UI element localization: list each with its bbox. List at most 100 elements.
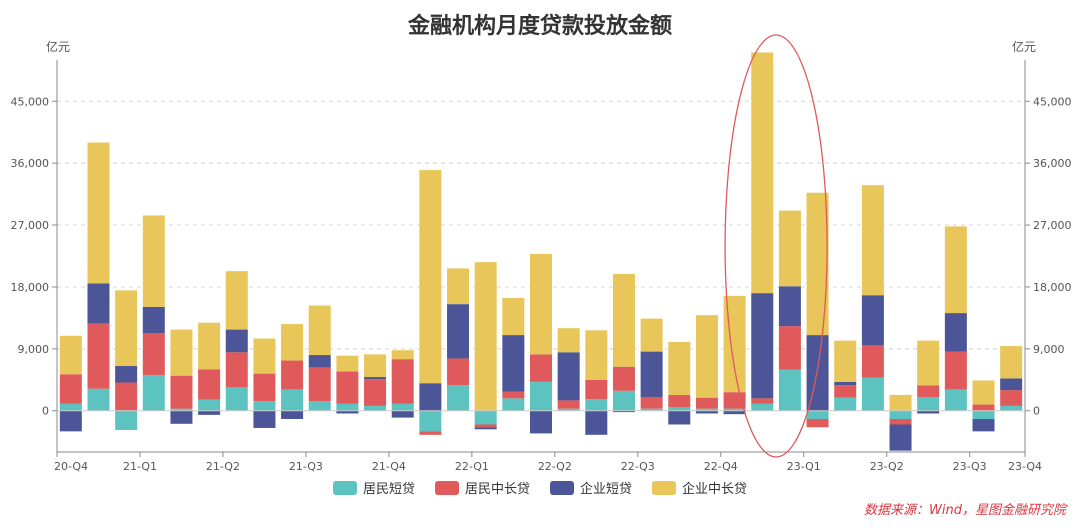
bar-segment bbox=[391, 410, 414, 418]
bar-segment bbox=[253, 373, 276, 402]
legend-label: 居民中长贷 bbox=[464, 482, 530, 497]
bar-segment bbox=[447, 268, 470, 305]
y-tick-label-right: 36,000 bbox=[1033, 157, 1072, 170]
bar-segment bbox=[281, 360, 304, 390]
bar-segment bbox=[834, 340, 857, 382]
bar-segment bbox=[142, 215, 165, 307]
x-tick-label: 22-Q2 bbox=[538, 460, 572, 473]
y-tick-label-right: 45,000 bbox=[1033, 95, 1072, 108]
bar-segment bbox=[115, 382, 138, 411]
bar-segment bbox=[640, 408, 663, 411]
bar-segment bbox=[281, 389, 304, 411]
bar-segment bbox=[944, 313, 967, 352]
x-tick-label: 23-Q3 bbox=[953, 460, 987, 473]
bar-segment bbox=[778, 286, 801, 327]
bar-segment bbox=[170, 329, 193, 376]
legend-item-resident-short[interactable]: 居民短贷 bbox=[332, 478, 415, 497]
bar-segment bbox=[391, 350, 414, 360]
bar-segment bbox=[502, 398, 525, 411]
bar-segment bbox=[806, 418, 829, 428]
bar-segment bbox=[87, 283, 110, 324]
highlight-ellipse bbox=[724, 34, 828, 458]
y-tick-label: 18,000 bbox=[11, 281, 50, 294]
bar-segment bbox=[861, 377, 884, 411]
bar-segment bbox=[612, 366, 635, 391]
bar-segment bbox=[225, 329, 248, 353]
bar-segment bbox=[751, 293, 774, 399]
bar-segment bbox=[142, 374, 165, 411]
bar-segment bbox=[336, 403, 359, 411]
bar-segment bbox=[889, 424, 912, 451]
legend-item-corporate-short[interactable]: 企业短贷 bbox=[550, 478, 632, 497]
bar-segment bbox=[281, 410, 304, 419]
bar-segment bbox=[447, 304, 470, 359]
legend-item-resident-long[interactable]: 居民中长贷 bbox=[434, 478, 530, 497]
bar-segment bbox=[861, 345, 884, 378]
bar-segment bbox=[253, 410, 276, 428]
bar-segment bbox=[778, 326, 801, 370]
bar-segment bbox=[778, 210, 801, 287]
bar-segment bbox=[87, 142, 110, 284]
bar-segment bbox=[59, 374, 82, 404]
bar-segment bbox=[364, 354, 387, 378]
bar-segment bbox=[336, 410, 359, 414]
bar-segment bbox=[530, 253, 552, 355]
bar-segment bbox=[668, 410, 691, 425]
bar-segment bbox=[723, 408, 746, 411]
bar-segment bbox=[612, 410, 635, 413]
bar-segment bbox=[806, 410, 829, 419]
x-tick-label: 22-Q1 bbox=[455, 460, 489, 473]
bar-segment bbox=[87, 323, 110, 389]
legend: 居民短贷 居民中长贷 企业短贷 企业中长贷 bbox=[0, 478, 1080, 497]
bar-segment bbox=[917, 340, 940, 386]
bar-segment bbox=[889, 418, 912, 425]
bar-segment bbox=[474, 427, 497, 430]
bar-segment bbox=[447, 358, 470, 386]
x-tick-label: 21-Q1 bbox=[123, 460, 157, 473]
bar-segment bbox=[944, 226, 967, 314]
bar-segment bbox=[751, 398, 774, 404]
bar-segment bbox=[640, 318, 663, 352]
bar-segment bbox=[695, 315, 718, 398]
left-axis-unit: 亿元 bbox=[46, 40, 71, 54]
bar-segment bbox=[364, 405, 387, 411]
y-tick-label-right: 18,000 bbox=[1033, 281, 1072, 294]
bar-segment bbox=[861, 185, 884, 296]
bar-segment bbox=[834, 397, 857, 411]
bar-segment bbox=[225, 352, 248, 388]
bar-segment bbox=[115, 366, 138, 383]
bar-segment bbox=[308, 305, 331, 356]
bar-segment bbox=[198, 410, 221, 415]
bar-segment bbox=[612, 273, 635, 367]
bar-segment bbox=[889, 394, 912, 411]
bar-segment bbox=[530, 354, 552, 382]
bar-segment bbox=[585, 379, 608, 400]
bar-segment bbox=[253, 401, 276, 411]
legend-swatch bbox=[652, 480, 677, 495]
bar-segment bbox=[972, 410, 995, 419]
bar-segment bbox=[972, 380, 995, 405]
bar-segment bbox=[419, 431, 442, 435]
bar-segment bbox=[917, 385, 940, 397]
bar-segment bbox=[751, 403, 774, 411]
bar-segment bbox=[695, 410, 718, 414]
legend-item-corporate-long[interactable]: 企业中长贷 bbox=[652, 478, 747, 497]
bar-segment bbox=[142, 333, 165, 375]
bar-segment bbox=[668, 407, 691, 411]
bar-segment bbox=[751, 52, 774, 294]
bar-segment bbox=[391, 359, 414, 404]
bar-segment bbox=[474, 262, 497, 411]
bar-segment bbox=[889, 410, 912, 419]
legend-swatch bbox=[550, 480, 574, 495]
legend-swatch bbox=[332, 480, 357, 495]
legend-label: 企业中长贷 bbox=[682, 482, 748, 497]
bar-segment bbox=[944, 351, 967, 390]
bar-segment bbox=[806, 192, 829, 336]
bar-segment bbox=[502, 335, 525, 392]
bar-segment bbox=[502, 391, 525, 399]
bar-segment bbox=[87, 388, 110, 411]
bar-segment bbox=[695, 408, 718, 411]
bar-segment bbox=[1000, 390, 1023, 406]
bar-segment bbox=[59, 335, 82, 375]
